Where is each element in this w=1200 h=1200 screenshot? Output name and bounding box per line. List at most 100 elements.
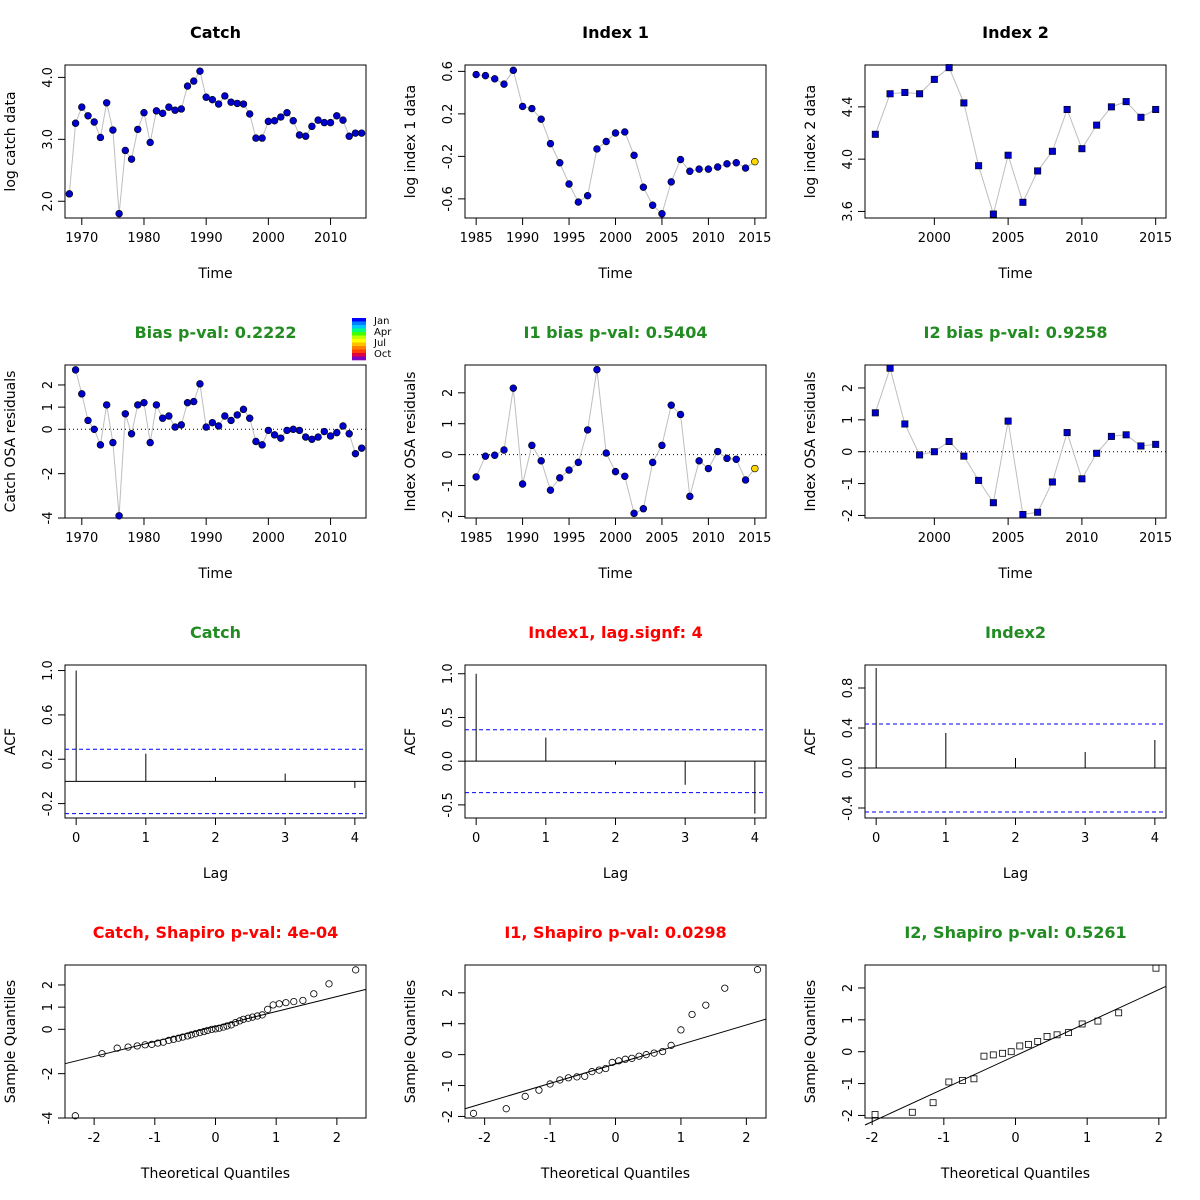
- y-tick-label: 0: [441, 1050, 456, 1058]
- data-point: [183, 398, 192, 407]
- x-tick-label: 1970: [65, 231, 98, 246]
- data-point: [639, 183, 648, 191]
- x-tick-label: 2000: [599, 231, 632, 246]
- data-point: [152, 107, 161, 115]
- data-point: [65, 190, 74, 198]
- legend-month-label: Jan: [373, 316, 389, 327]
- legend-color-swatch: [352, 346, 366, 350]
- x-tick-label: 0: [211, 1131, 219, 1146]
- data-point: [326, 118, 335, 127]
- legend-color-swatch: [352, 335, 366, 340]
- y-tick-label: -2: [841, 509, 856, 522]
- x-axis-label: Time: [597, 266, 632, 282]
- data-point: [78, 390, 86, 398]
- qq-point: [159, 1038, 167, 1046]
- x-tick-label: 2: [211, 831, 219, 846]
- data-point: [246, 414, 254, 422]
- plot-frame: [864, 64, 1167, 219]
- qq-point: [204, 1026, 212, 1035]
- y-axis-label: Catch OSA residuals: [3, 371, 19, 513]
- panel-title: Index1, lag.signf: 4: [528, 623, 702, 642]
- x-tick-label: 1990: [506, 231, 539, 246]
- data-point: [121, 410, 130, 418]
- data-point: [901, 420, 909, 428]
- x-tick-label: 2005: [992, 531, 1025, 546]
- data-point: [239, 405, 248, 414]
- legend-month-label: Jul: [373, 338, 386, 349]
- qq-point: [179, 1033, 187, 1041]
- data-point: [214, 422, 223, 430]
- data-point: [639, 505, 648, 513]
- qq-point: [244, 1014, 252, 1022]
- legend-color-swatch: [352, 332, 366, 336]
- qq-point: [258, 1011, 266, 1019]
- y-tick-label: 4.4: [841, 97, 856, 118]
- qq-point: [595, 1066, 603, 1074]
- legend-color-swatch: [352, 325, 366, 329]
- data-point: [277, 113, 285, 121]
- data-point: [165, 412, 173, 420]
- data-point: [333, 112, 341, 120]
- qq-point: [1043, 1033, 1051, 1040]
- x-tick-label: 1995: [553, 531, 586, 546]
- y-tick-label: 2: [41, 981, 56, 989]
- predicted-point: [751, 464, 759, 473]
- data-point: [277, 434, 285, 442]
- data-point: [695, 165, 703, 173]
- data-point: [500, 80, 508, 88]
- y-axis-label: Sample Quantiles: [803, 980, 819, 1103]
- panel-title: I1 bias p-val: 0.5404: [524, 323, 708, 342]
- y-tick-label: 1: [841, 1016, 856, 1024]
- qq-point: [721, 984, 729, 992]
- y-axis-label: log index 1 data: [403, 85, 419, 198]
- qq-point: [1065, 1029, 1072, 1036]
- data-point: [556, 159, 564, 167]
- data-point: [301, 132, 310, 140]
- data-point: [264, 426, 273, 435]
- data-point: [301, 433, 310, 441]
- data-point: [283, 426, 291, 435]
- data-point: [258, 441, 266, 449]
- data-point: [146, 438, 154, 447]
- data-point: [509, 66, 518, 75]
- data-point: [732, 159, 740, 167]
- series-line: [475, 369, 756, 515]
- x-tick-label: 2005: [645, 531, 678, 546]
- data-point: [252, 134, 260, 142]
- x-tick-label: 1: [272, 1131, 280, 1146]
- panel-10: Catch, Shapiro p-val: 4e-04 -2 -1 0 1 2 -4 -2 0 1…: [3, 923, 367, 1182]
- qq-point: [231, 1019, 240, 1027]
- data-point: [686, 167, 694, 175]
- x-tick-label: 1: [1083, 1131, 1091, 1146]
- qq-point: [352, 966, 360, 974]
- y-tick-label: -0.2: [41, 791, 56, 816]
- x-tick-label: 2010: [692, 231, 725, 246]
- x-tick-label: 3: [681, 831, 689, 846]
- y-tick-label: 0.2: [441, 104, 456, 125]
- qq-point: [608, 1058, 616, 1066]
- data-point: [1152, 105, 1160, 113]
- data-point: [196, 380, 204, 388]
- data-point: [602, 449, 610, 457]
- data-point: [732, 455, 740, 463]
- data-point: [102, 401, 111, 409]
- data-point: [1137, 113, 1145, 121]
- panel-title: I2 bias p-val: 0.9258: [924, 323, 1108, 342]
- y-tick-label: -0.4: [841, 795, 856, 820]
- data-point: [252, 437, 260, 446]
- qq-point: [165, 1036, 173, 1044]
- data-point: [109, 126, 117, 134]
- data-point: [233, 99, 241, 108]
- x-tick-label: 4: [351, 831, 359, 846]
- data-point: [886, 364, 894, 372]
- data-point: [140, 398, 148, 407]
- data-point: [1078, 475, 1086, 483]
- x-tick-label: 1: [942, 831, 950, 846]
- data-point: [630, 509, 638, 518]
- data-point: [146, 138, 154, 147]
- y-tick-label: 4.0: [41, 67, 56, 88]
- data-point: [246, 110, 254, 118]
- y-tick-label: 1.0: [441, 663, 456, 684]
- y-tick-label: 0: [41, 1025, 56, 1033]
- data-point: [109, 438, 117, 447]
